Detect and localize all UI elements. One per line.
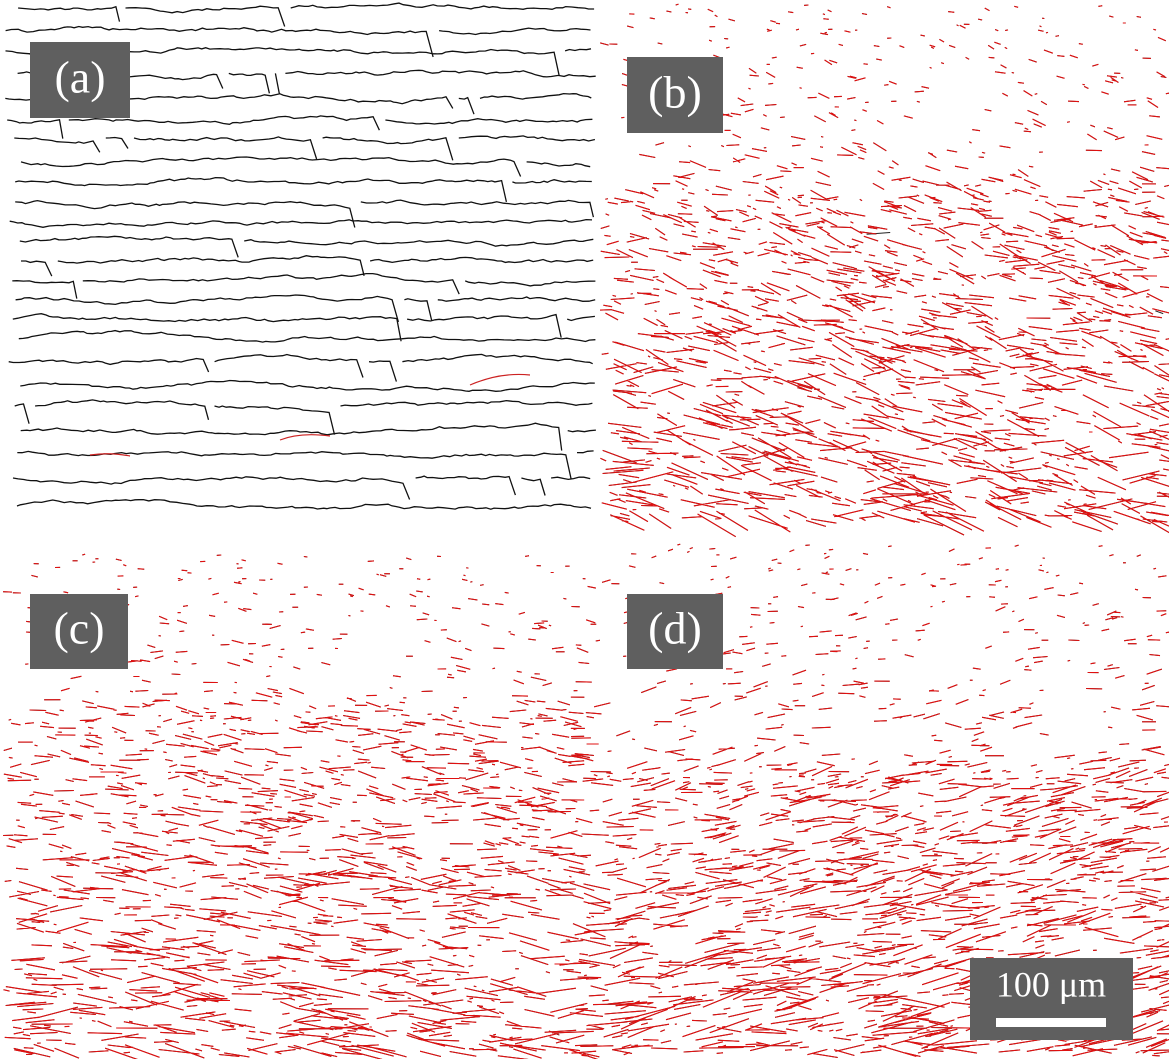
background [0,0,1169,1059]
scale-label: 100 μm [996,964,1106,1004]
panel-label: (c) [53,603,104,654]
scale-line [996,1018,1106,1027]
panel-label: (a) [54,52,105,103]
panel-label-d: (d) [627,594,723,669]
panel-label: (d) [648,603,702,654]
panel-label-a: (a) [30,42,130,118]
panel-label-c: (c) [30,594,128,669]
panel-label: (b) [648,67,702,118]
panel-label-b: (b) [627,57,723,133]
scale-bar: 100 μm [970,958,1133,1040]
figure: (a) (b) (c) (d) 100 μm [0,0,1169,1059]
